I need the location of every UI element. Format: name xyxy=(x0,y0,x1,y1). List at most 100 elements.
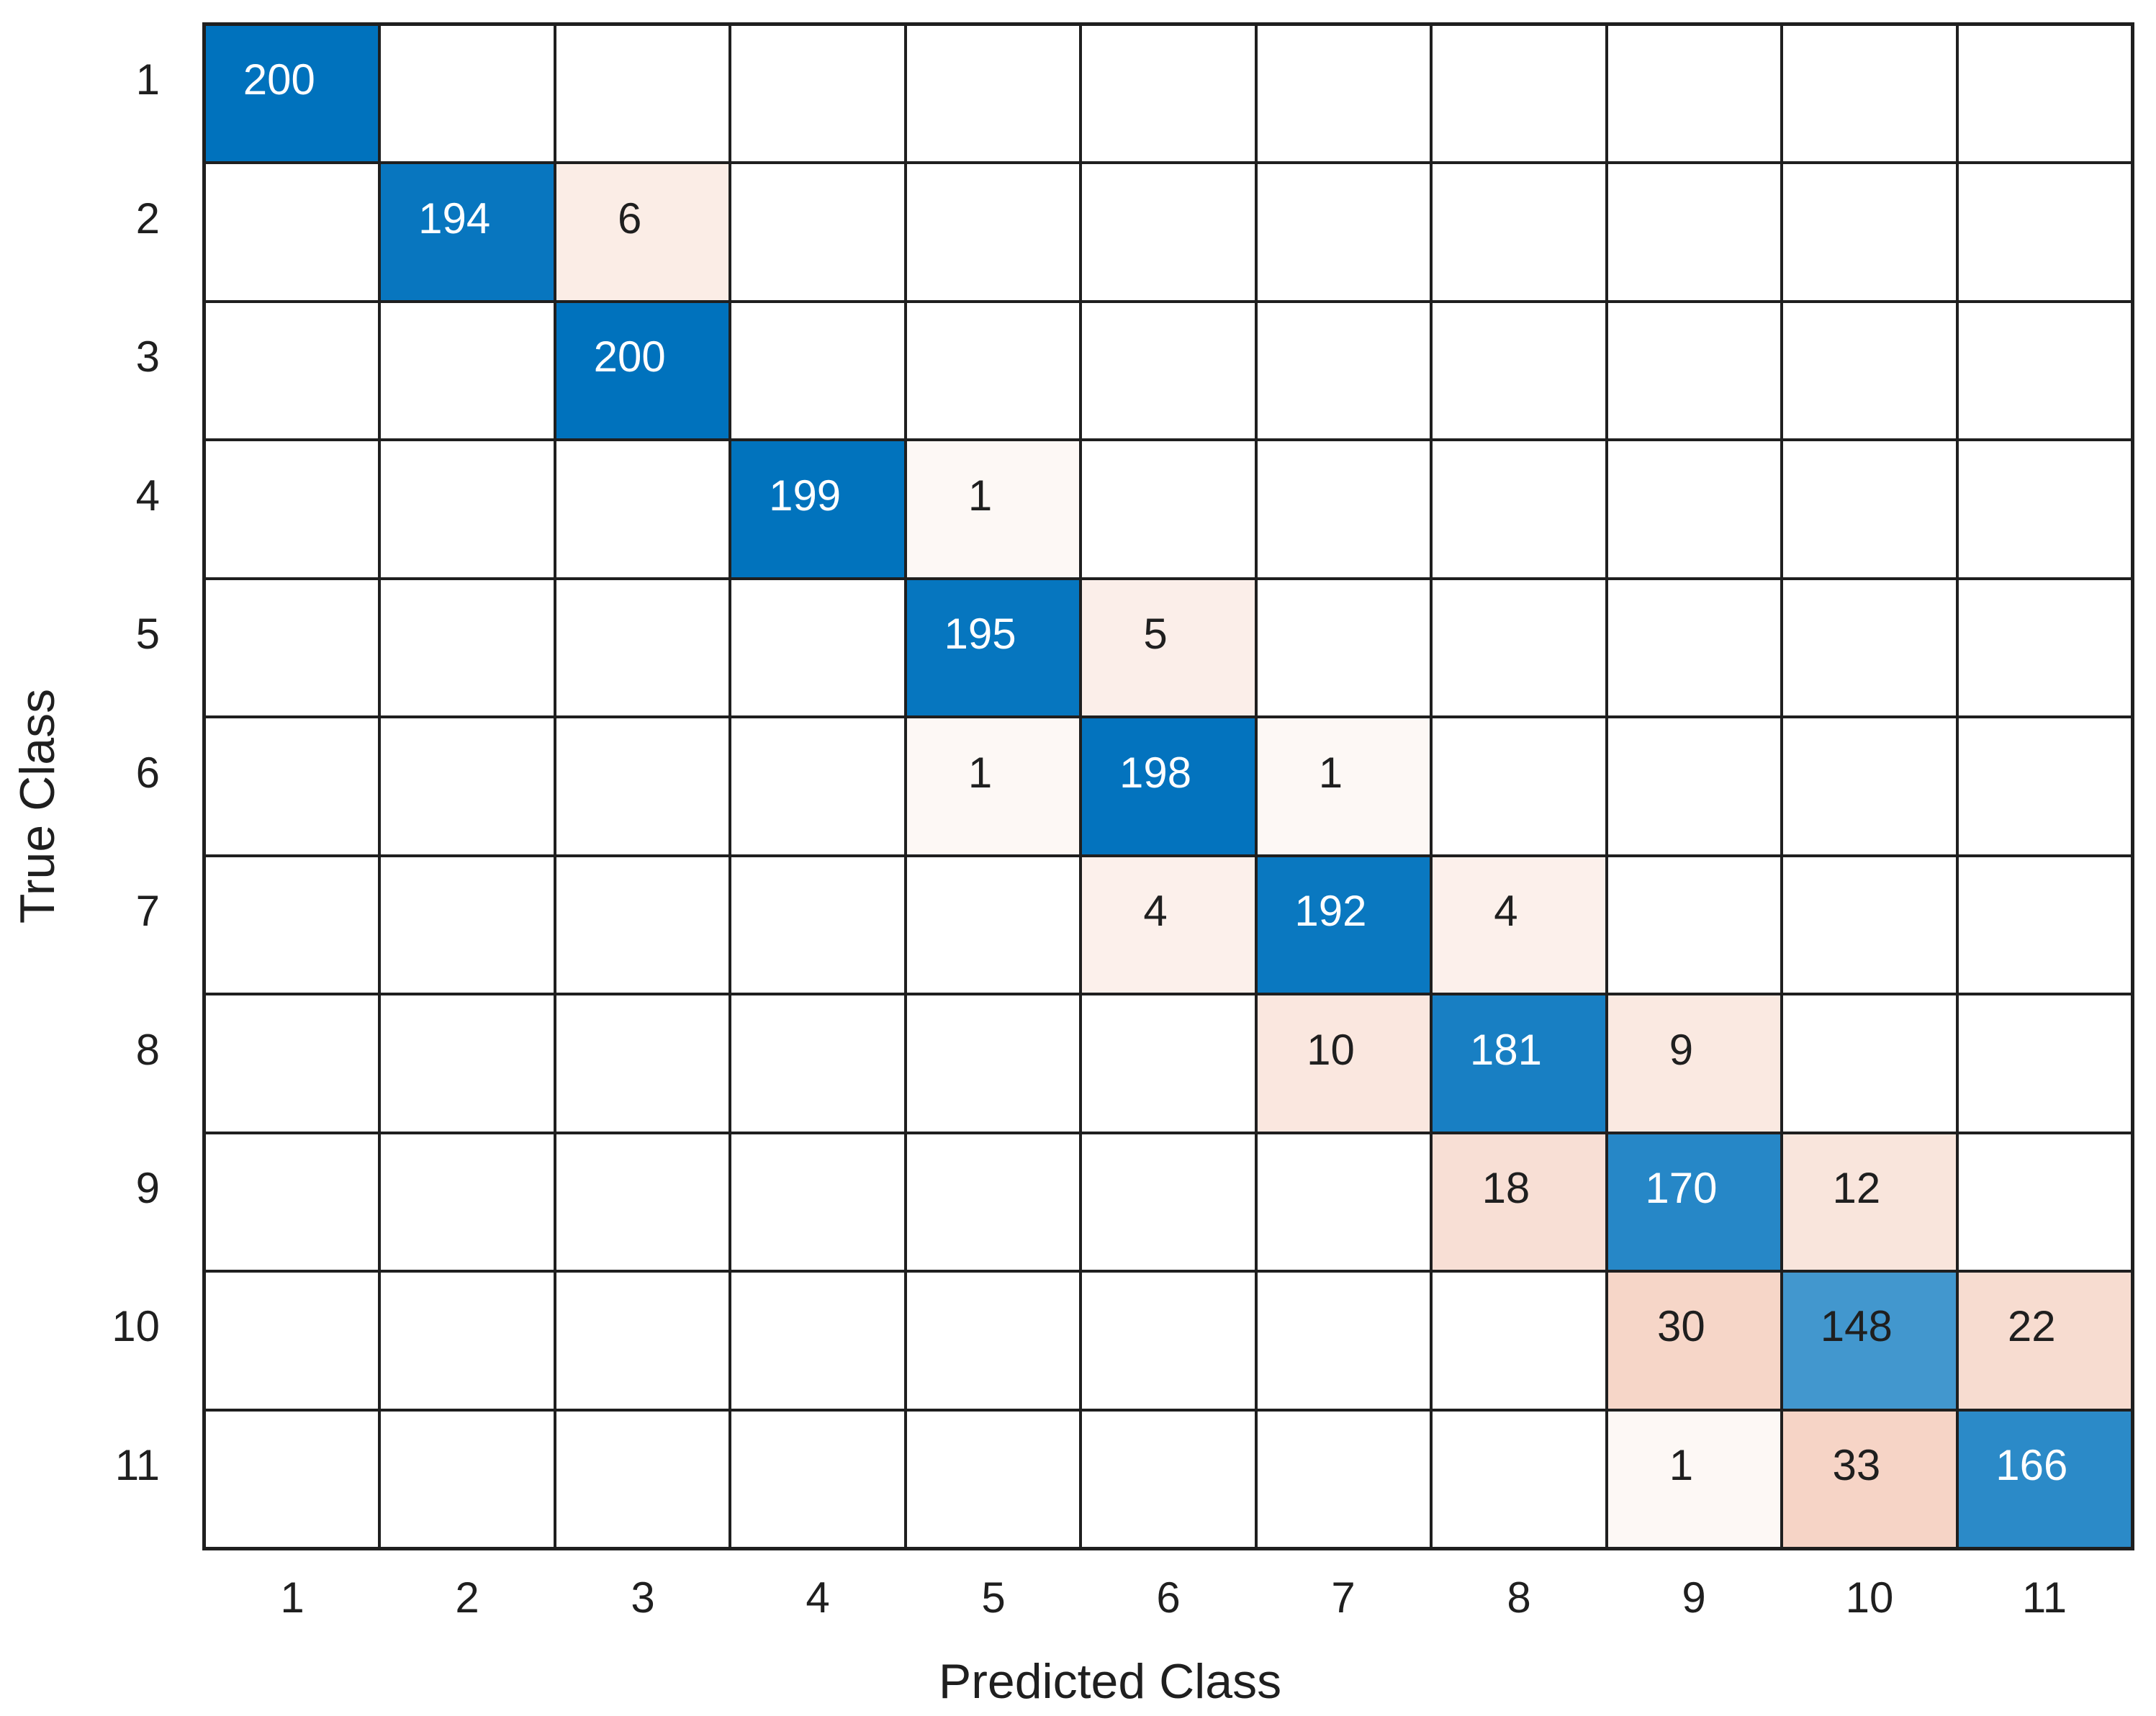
matrix-cell xyxy=(1082,164,1255,300)
cell-value: 1 xyxy=(968,471,993,520)
matrix-cell xyxy=(906,26,1080,162)
matrix-cell: 12 xyxy=(1783,1134,1956,1270)
matrix-cell xyxy=(1082,1273,1255,1409)
matrix-cell xyxy=(1958,718,2131,854)
matrix-cell: 9 xyxy=(1607,995,1781,1132)
cell-value: 199 xyxy=(769,471,842,520)
matrix-cell: 4 xyxy=(1082,857,1255,993)
cell-value: 6 xyxy=(617,194,642,243)
cell-value: 192 xyxy=(1294,887,1367,936)
matrix-cell xyxy=(1257,164,1430,300)
matrix-cell xyxy=(1783,995,1956,1132)
matrix-cell xyxy=(206,302,379,439)
y-tick-label: 1 xyxy=(135,55,160,104)
matrix-cell xyxy=(1257,579,1430,716)
x-tick-label: 4 xyxy=(806,1573,830,1622)
matrix-cell xyxy=(1082,26,1255,162)
matrix-cell xyxy=(1433,26,1605,162)
x-tick-label: 7 xyxy=(1331,1573,1356,1622)
matrix-cell xyxy=(381,302,554,439)
matrix-cell xyxy=(1433,164,1605,300)
matrix-cell xyxy=(731,718,904,854)
x-axis-label: Predicted Class xyxy=(938,1654,1282,1709)
matrix-cell xyxy=(206,579,379,716)
matrix-cell: 1 xyxy=(906,441,1080,577)
x-tick-label: 9 xyxy=(1682,1573,1706,1622)
cell-value: 12 xyxy=(1832,1164,1881,1212)
matrix-cell xyxy=(556,1273,729,1409)
matrix-cell xyxy=(556,718,729,854)
cell-value: 181 xyxy=(1469,1025,1542,1074)
matrix-cell: 4 xyxy=(1433,857,1605,993)
cell-value: 4 xyxy=(1494,887,1518,936)
matrix-cell xyxy=(1082,1411,1255,1547)
matrix-cell xyxy=(1958,579,2131,716)
matrix-cell xyxy=(1958,857,2131,993)
matrix-cell: 181 xyxy=(1433,995,1605,1132)
matrix-cell xyxy=(1433,718,1605,854)
matrix-cell: 199 xyxy=(731,441,904,577)
matrix-cell xyxy=(1607,441,1781,577)
matrix-cell: 194 xyxy=(381,164,554,300)
y-tick-label: 3 xyxy=(135,333,160,381)
matrix-cell: 30 xyxy=(1607,1273,1781,1409)
matrix-cell xyxy=(1257,441,1430,577)
matrix-cell xyxy=(1257,1273,1430,1409)
matrix-cell xyxy=(1958,1134,2131,1270)
matrix-cell xyxy=(906,1411,1080,1547)
matrix-cell xyxy=(1433,441,1605,577)
y-tick-label: 7 xyxy=(135,887,160,935)
matrix-cell: 1 xyxy=(906,718,1080,854)
matrix-cell xyxy=(1082,441,1255,577)
cell-value: 148 xyxy=(1820,1302,1893,1351)
matrix-cell xyxy=(1607,302,1781,439)
matrix-cell xyxy=(731,857,904,993)
matrix-cell xyxy=(1433,302,1605,439)
matrix-cell xyxy=(731,302,904,439)
cell-value: 1 xyxy=(1318,748,1343,797)
matrix-cell: 1 xyxy=(1607,1411,1781,1547)
matrix-cell xyxy=(1257,1134,1430,1270)
matrix-cell xyxy=(381,995,554,1132)
matrix-cell xyxy=(1433,1273,1605,1409)
matrix-cell xyxy=(1783,164,1956,300)
matrix-cell xyxy=(1082,995,1255,1132)
y-tick-label: 2 xyxy=(135,194,160,243)
matrix-cell xyxy=(906,995,1080,1132)
matrix-cell xyxy=(206,718,379,854)
matrix-cell xyxy=(206,1134,379,1270)
matrix-cell: 22 xyxy=(1958,1273,2131,1409)
matrix-cell xyxy=(206,1273,379,1409)
cell-value: 195 xyxy=(944,610,1016,659)
matrix-cell xyxy=(1783,441,1956,577)
matrix-cell xyxy=(1082,1134,1255,1270)
matrix-cell: 170 xyxy=(1607,1134,1781,1270)
matrix-cell xyxy=(731,579,904,716)
matrix-cell xyxy=(731,1134,904,1270)
matrix-cell: 18 xyxy=(1433,1134,1605,1270)
matrix-cell xyxy=(1257,26,1430,162)
matrix-cell xyxy=(381,1134,554,1270)
x-tick-label: 5 xyxy=(981,1573,1006,1622)
cell-value: 5 xyxy=(1143,610,1168,659)
matrix-cell xyxy=(1783,579,1956,716)
matrix-cell xyxy=(1783,26,1956,162)
matrix-cell xyxy=(381,441,554,577)
matrix-cell xyxy=(1433,1411,1605,1547)
matrix-cell xyxy=(556,995,729,1132)
matrix-cell xyxy=(906,302,1080,439)
x-tick-label: 10 xyxy=(1845,1573,1894,1622)
matrix-cell xyxy=(1607,26,1781,162)
x-tick-label: 8 xyxy=(1507,1573,1531,1622)
matrix-cell xyxy=(906,857,1080,993)
matrix-cell xyxy=(556,441,729,577)
matrix-cell xyxy=(206,995,379,1132)
matrix-cell: 33 xyxy=(1783,1411,1956,1547)
matrix-cell xyxy=(556,1134,729,1270)
confusion-matrix-grid: 200 194 6 200 199 1 195 5 1 198 1 4 192 4 10 181 9 18 170 1… xyxy=(202,22,2134,1550)
y-tick-label: 4 xyxy=(135,471,160,520)
matrix-cell xyxy=(1607,857,1781,993)
cell-value: 166 xyxy=(1995,1440,2068,1489)
matrix-cell xyxy=(1257,1411,1430,1547)
matrix-cell xyxy=(556,26,729,162)
